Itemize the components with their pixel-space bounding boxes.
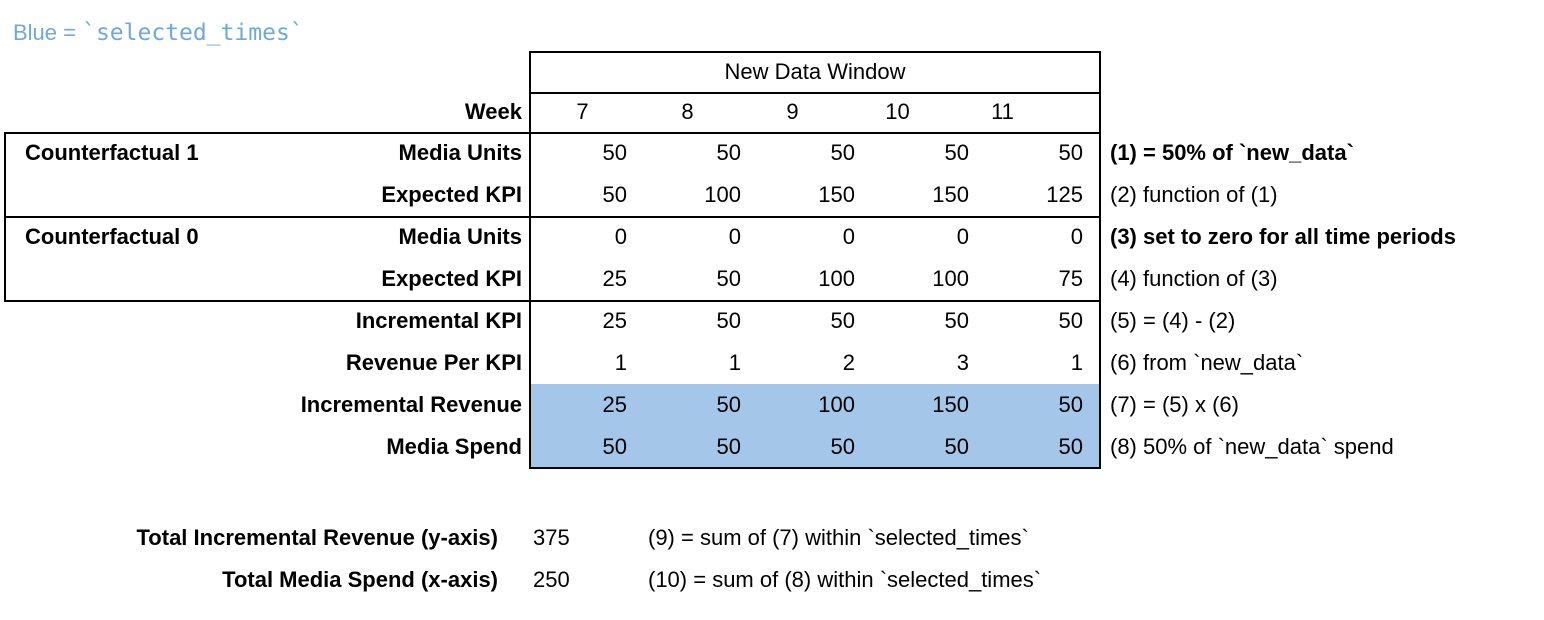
border-line <box>529 92 1101 94</box>
week-cell: 7 <box>576 99 589 124</box>
row-annotation: (3) set to zero for all time periods <box>1110 224 1456 249</box>
data-cell: 50 <box>602 182 627 207</box>
row-label: Media Spend <box>386 434 522 459</box>
border-line <box>529 51 1101 53</box>
data-cell: 125 <box>1046 182 1083 207</box>
row-annotation: (1) = 50% of `new_data` <box>1110 140 1354 165</box>
data-cell: 0 <box>614 224 627 249</box>
data-cell: 50 <box>602 434 627 459</box>
data-cell: 25 <box>602 392 627 417</box>
data-cell: 100 <box>818 266 855 291</box>
row-label: Media Units <box>398 224 522 249</box>
data-cell: 1 <box>614 350 627 375</box>
legend-note-text: Blue = <box>13 20 83 45</box>
new-data-window-header: New Data Window <box>724 59 906 84</box>
data-cell: 0 <box>1070 224 1083 249</box>
data-cell: 50 <box>716 308 741 333</box>
data-cell: 1 <box>1070 350 1083 375</box>
group-label-counterfactual-1: Counterfactual 1 <box>25 140 199 165</box>
data-cell: 0 <box>842 224 855 249</box>
border-line <box>4 300 1101 302</box>
data-cell: 50 <box>830 434 855 459</box>
data-cell: 50 <box>944 434 969 459</box>
row-label: Media Units <box>398 140 522 165</box>
total-media-spend-label: Total Media Spend (x-axis) <box>222 567 498 592</box>
legend-note: Blue = `selected_times` <box>13 19 304 47</box>
row-annotation: (5) = (4) - (2) <box>1110 308 1236 333</box>
selected-times-highlight <box>531 384 1099 467</box>
week-cell: 8 <box>681 99 694 124</box>
row-annotation: (8) 50% of `new_data` spend <box>1110 434 1394 459</box>
data-cell: 50 <box>944 308 969 333</box>
row-label: Incremental KPI <box>355 308 522 333</box>
data-cell: 50 <box>716 140 741 165</box>
week-cell: 9 <box>786 99 799 124</box>
data-cell: 25 <box>602 308 627 333</box>
data-cell: 100 <box>818 392 855 417</box>
row-label: Expected KPI <box>381 182 522 207</box>
row-annotation: (6) from `new_data` <box>1110 350 1304 375</box>
week-header-label: Week <box>464 99 522 124</box>
row-annotation: (7) = (5) x (6) <box>1110 392 1239 417</box>
data-cell: 3 <box>956 350 969 375</box>
data-cell: 50 <box>1058 392 1083 417</box>
data-cell: 75 <box>1058 266 1083 291</box>
border-line <box>1099 51 1101 469</box>
data-cell: 50 <box>830 140 855 165</box>
border-line <box>4 132 6 302</box>
data-cell: 50 <box>1058 308 1083 333</box>
data-cell: 50 <box>716 392 741 417</box>
data-cell: 50 <box>1058 434 1083 459</box>
data-cell: 100 <box>704 182 741 207</box>
data-cell: 50 <box>830 308 855 333</box>
border-line <box>529 467 1101 469</box>
group-label-counterfactual-0: Counterfactual 0 <box>25 224 199 249</box>
data-cell: 0 <box>956 224 969 249</box>
total-incremental-revenue-annotation: (9) = sum of (7) within `selected_times` <box>648 525 1029 550</box>
data-cell: 50 <box>1058 140 1083 165</box>
border-line <box>4 216 1101 218</box>
data-cell: 150 <box>818 182 855 207</box>
data-cell: 50 <box>944 140 969 165</box>
row-annotation: (2) function of (1) <box>1110 182 1278 207</box>
week-cell: 11 <box>991 99 1014 124</box>
data-cell: 150 <box>932 392 969 417</box>
total-incremental-revenue-label: Total Incremental Revenue (y-axis) <box>136 525 499 550</box>
data-cell: 50 <box>716 434 741 459</box>
border-line <box>4 132 1101 134</box>
row-label: Incremental Revenue <box>300 392 522 417</box>
data-cell: 0 <box>728 224 741 249</box>
border-line <box>529 51 531 469</box>
row-annotation: (4) function of (3) <box>1110 266 1278 291</box>
data-cell: 50 <box>602 140 627 165</box>
data-cell: 2 <box>842 350 855 375</box>
total-media-spend-value: 250 <box>533 567 570 592</box>
data-cell: 50 <box>716 266 741 291</box>
data-cell: 25 <box>602 266 627 291</box>
row-label: Expected KPI <box>381 266 522 291</box>
data-cell: 1 <box>728 350 741 375</box>
row-label: Revenue Per KPI <box>345 350 522 375</box>
legend-note-code: `selected_times` <box>82 20 304 46</box>
data-cell: 100 <box>932 266 969 291</box>
total-incremental-revenue-value: 375 <box>533 525 570 550</box>
data-cell: 150 <box>932 182 969 207</box>
total-media-spend-annotation: (10) = sum of (8) within `selected_times… <box>648 567 1042 592</box>
week-cell: 10 <box>885 99 910 124</box>
